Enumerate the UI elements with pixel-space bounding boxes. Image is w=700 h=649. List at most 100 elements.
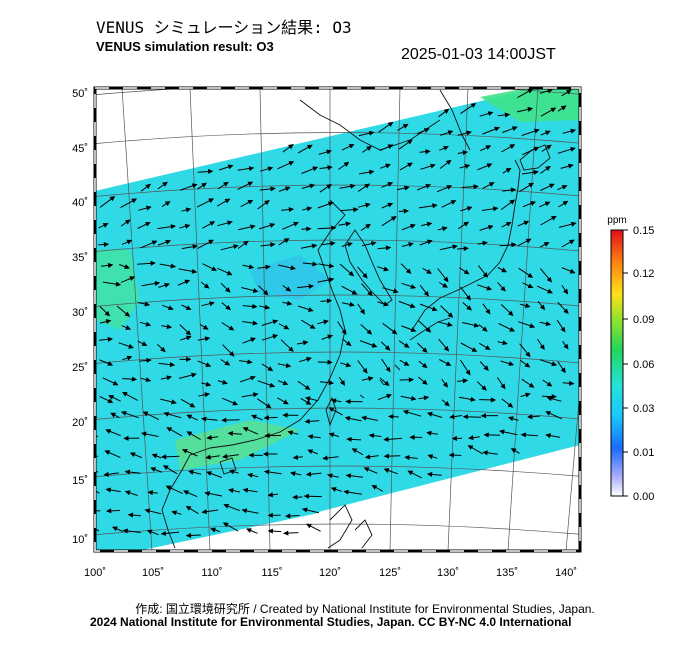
wind-arrowhead — [206, 471, 212, 476]
wind-arrowhead — [409, 303, 416, 309]
wind-arrowhead — [145, 205, 152, 211]
wind-arrowhead — [293, 221, 299, 227]
wind-arrowhead — [105, 429, 112, 434]
wind-arrowhead — [115, 281, 122, 287]
wind-arrowhead — [126, 355, 133, 361]
wind-arrowhead — [383, 453, 390, 459]
wind-arrowhead — [125, 325, 132, 330]
wind-arrowhead — [529, 323, 536, 329]
wind-arrowhead — [569, 268, 576, 274]
high-o3-region-northeast — [480, 88, 580, 122]
wind-arrowhead — [160, 454, 167, 460]
wind-arrowhead — [353, 207, 359, 213]
wind-arrowhead — [205, 362, 212, 367]
wind-arrowhead — [507, 310, 514, 317]
wind-arrowhead — [464, 163, 471, 169]
wind-arrowhead — [205, 454, 211, 460]
wind-arrowhead — [528, 382, 535, 388]
wind-arrowhead — [545, 411, 551, 416]
wind-arrowhead — [366, 145, 372, 151]
wind-arrowhead — [525, 351, 531, 358]
wind-arrowhead — [546, 144, 552, 150]
wind-arrowhead — [245, 528, 252, 533]
wind-arrowhead — [366, 329, 373, 335]
wind-arrowhead — [283, 324, 290, 330]
wind-arrowhead — [402, 409, 409, 415]
wind-arrowhead — [120, 411, 127, 416]
wind-arrowhead — [443, 145, 449, 151]
wind-arrowhead — [227, 164, 234, 170]
wind-arrowhead — [252, 392, 259, 398]
wind-arrowhead — [306, 206, 313, 212]
wind-arrowhead — [408, 377, 415, 383]
wind-arrowhead — [166, 375, 173, 381]
wind-arrowhead — [505, 221, 512, 227]
wind-arrowhead — [539, 304, 546, 311]
wind-arrowhead — [247, 181, 254, 187]
wind-arrowhead — [128, 343, 134, 349]
wind-arrowhead — [283, 530, 289, 536]
wind-arrowhead — [185, 330, 192, 336]
wind-arrowhead — [567, 163, 574, 169]
wind-arrowhead — [482, 240, 488, 246]
wind-arrowhead — [232, 400, 239, 406]
wind-arrowhead — [448, 452, 455, 458]
wind-arrowhead — [208, 198, 215, 204]
wind-arrowhead — [427, 454, 434, 460]
wind-arrowhead — [242, 427, 249, 432]
wind-arrowhead — [359, 308, 365, 315]
colorbar-label: 0.01 — [633, 447, 654, 459]
wind-arrowhead — [322, 455, 328, 461]
wind-arrowhead — [305, 399, 312, 405]
wind-arrowhead — [208, 239, 215, 245]
latitude-lines — [95, 88, 580, 536]
wind-arrowhead — [124, 469, 131, 475]
wind-arrowhead — [560, 367, 566, 374]
wind-arrowhead — [527, 414, 533, 420]
wind-vector — [95, 510, 101, 512]
lat-tick-label: 10˚ — [72, 534, 88, 546]
wind-arrowhead — [351, 289, 358, 295]
wind-arrowhead — [388, 414, 394, 420]
wind-arrowhead — [166, 427, 173, 432]
wind-arrowhead — [492, 206, 499, 212]
wind-arrowhead — [387, 121, 394, 127]
wind-arrowhead — [410, 395, 417, 401]
wind-arrowhead — [470, 102, 477, 108]
wind-arrowhead — [247, 199, 254, 205]
wind-arrowhead — [104, 310, 111, 317]
wind-arrowhead — [307, 434, 313, 440]
wind-arrowhead — [160, 530, 167, 536]
wind-arrowhead — [468, 435, 474, 441]
wind-arrowhead — [385, 163, 391, 169]
wind-arrowhead — [304, 396, 311, 402]
lon-tick-label: 135˚ — [496, 567, 518, 579]
wind-arrowhead — [570, 146, 576, 152]
wind-arrowhead — [242, 487, 249, 493]
wind-arrowhead — [262, 289, 269, 296]
wind-arrowhead — [146, 529, 153, 535]
wind-arrowhead — [463, 246, 469, 252]
wind-arrowhead — [248, 166, 255, 172]
wind-arrowhead — [365, 202, 371, 208]
wind-arrowhead — [112, 380, 119, 386]
wind-arrowhead — [263, 469, 270, 475]
wind-arrowhead — [462, 150, 469, 156]
wind-arrowhead — [520, 432, 527, 438]
wind-arrowhead — [425, 327, 432, 333]
wind-vector — [95, 490, 100, 494]
wind-arrowhead — [566, 89, 572, 95]
wind-arrowhead — [183, 490, 189, 496]
wind-arrowhead — [328, 277, 335, 283]
wind-arrowhead — [123, 435, 129, 441]
wind-arrowhead — [250, 375, 256, 381]
wind-arrowhead — [102, 223, 109, 228]
wind-arrowhead — [452, 244, 458, 250]
wind-arrowhead — [539, 344, 545, 351]
wind-arrowhead — [285, 286, 292, 292]
wind-arrowhead — [561, 185, 568, 190]
wind-arrowhead — [282, 412, 288, 418]
wind-arrowhead — [330, 487, 337, 492]
wind-arrowhead — [222, 453, 228, 459]
wind-arrowhead — [290, 265, 297, 271]
